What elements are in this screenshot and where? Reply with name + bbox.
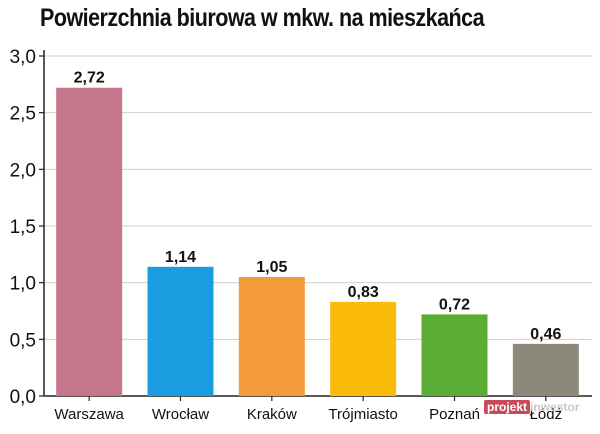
grid-lines xyxy=(44,55,592,340)
watermark-accent: projekt xyxy=(484,400,531,414)
axes xyxy=(39,50,592,401)
y-tick-label: 1,5 xyxy=(10,217,36,238)
y-tick-label: 3,0 xyxy=(10,47,36,68)
y-tick-label: 2,0 xyxy=(10,160,36,181)
category-labels: Warszawa Wrocław Kraków Trójmiasto Poznań Łód… xyxy=(54,406,562,423)
data-labels: 2,72 1,14 1,05 0,83 0,72 0,46 xyxy=(74,70,562,343)
watermark-rest: inwestor xyxy=(530,400,580,414)
watermark-logo: projekt inwestor xyxy=(484,400,579,414)
y-tick-label: 2,5 xyxy=(10,104,36,125)
category-label-0: Warszawa xyxy=(54,406,124,423)
category-label-4: Poznań xyxy=(429,406,480,423)
bar-3 xyxy=(330,301,397,396)
y-tick-label: 1,0 xyxy=(10,274,36,295)
y-tick-labels: 0,0 0,5 1,0 1,5 2,0 2,5 3,0 xyxy=(10,47,36,408)
y-tick-label: 0,5 xyxy=(10,330,36,351)
data-label-3: 0,83 xyxy=(348,284,379,301)
category-label-5: Łódź xyxy=(530,406,563,423)
category-label-1: Wrocław xyxy=(152,406,209,423)
bar-1 xyxy=(147,266,214,396)
y-tick-label: 0,0 xyxy=(10,387,36,408)
data-label-1: 1,14 xyxy=(165,249,196,266)
bars xyxy=(56,87,579,396)
bar-2 xyxy=(238,277,305,396)
data-label-5: 0,46 xyxy=(530,326,561,343)
category-label-3: Trójmiasto xyxy=(328,406,397,423)
chart-title: Powierzchnia biurowa w mkw. na mieszkańc… xyxy=(40,4,485,32)
data-label-0: 2,72 xyxy=(74,70,105,87)
data-label-2: 1,05 xyxy=(256,259,287,276)
bar-4 xyxy=(421,314,488,396)
bar-0 xyxy=(56,87,123,396)
category-label-2: Kraków xyxy=(247,406,297,423)
bar-5 xyxy=(512,343,579,396)
data-label-4: 0,72 xyxy=(439,296,470,313)
